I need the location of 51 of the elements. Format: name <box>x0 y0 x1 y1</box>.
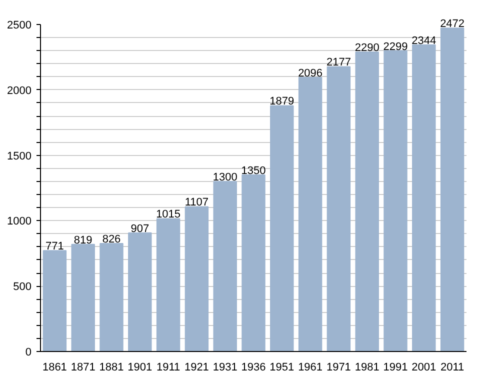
bar <box>71 244 95 352</box>
data-label: 907 <box>130 222 150 235</box>
bar <box>128 232 152 352</box>
bar <box>42 250 67 352</box>
data-label: 2290 <box>354 42 380 54</box>
data-label: 1879 <box>270 96 294 108</box>
y-tick-label: 500 <box>13 281 32 294</box>
y-tick-label: 1500 <box>7 150 32 162</box>
x-tick-label: 1971 <box>326 362 351 373</box>
y-tick-label: 2000 <box>7 84 32 97</box>
data-label: 2344 <box>412 34 436 47</box>
bar <box>213 180 237 352</box>
data-label: 1015 <box>156 208 181 221</box>
bar <box>242 174 266 352</box>
y-tick-label: 0 <box>25 346 32 358</box>
bar <box>156 218 180 352</box>
x-tick-label: 1936 <box>241 362 266 373</box>
x-tick-label: 1911 <box>156 362 180 373</box>
x-tick-label: 1991 <box>383 362 408 373</box>
bar <box>100 242 124 352</box>
bar <box>440 28 464 352</box>
y-tick-label: 2500 <box>7 20 32 32</box>
bar <box>184 206 209 352</box>
x-tick-label: 1931 <box>212 362 238 373</box>
data-label: 2299 <box>383 40 408 53</box>
data-label: 819 <box>74 234 92 246</box>
data-label: 1107 <box>184 196 209 209</box>
data-label: 826 <box>102 233 121 246</box>
x-tick-label: 1921 <box>184 362 209 373</box>
x-tick-label: 1961 <box>298 362 323 373</box>
x-tick-label: 1901 <box>128 362 152 373</box>
bar <box>355 51 379 352</box>
bar <box>384 50 408 352</box>
data-label: 1300 <box>212 171 238 184</box>
x-tick-label: 1871 <box>70 362 96 373</box>
data-label: 2096 <box>298 67 323 80</box>
data-label: 1350 <box>241 164 266 177</box>
x-tick-label: 1861 <box>42 362 67 373</box>
x-tick-label: 1981 <box>354 362 380 373</box>
data-label: 2177 <box>326 56 351 69</box>
x-tick-label: 2011 <box>440 362 464 373</box>
x-tick-label: 1881 <box>99 362 124 373</box>
x-tick-label: 1951 <box>270 362 294 373</box>
y-tick-label: 1000 <box>7 216 32 228</box>
data-label: 2472 <box>440 18 465 30</box>
bar <box>298 76 322 352</box>
bar <box>326 66 351 352</box>
bar <box>270 105 294 352</box>
data-label: 771 <box>46 240 64 253</box>
bar <box>412 44 436 352</box>
x-tick-label: 2001 <box>412 362 436 373</box>
